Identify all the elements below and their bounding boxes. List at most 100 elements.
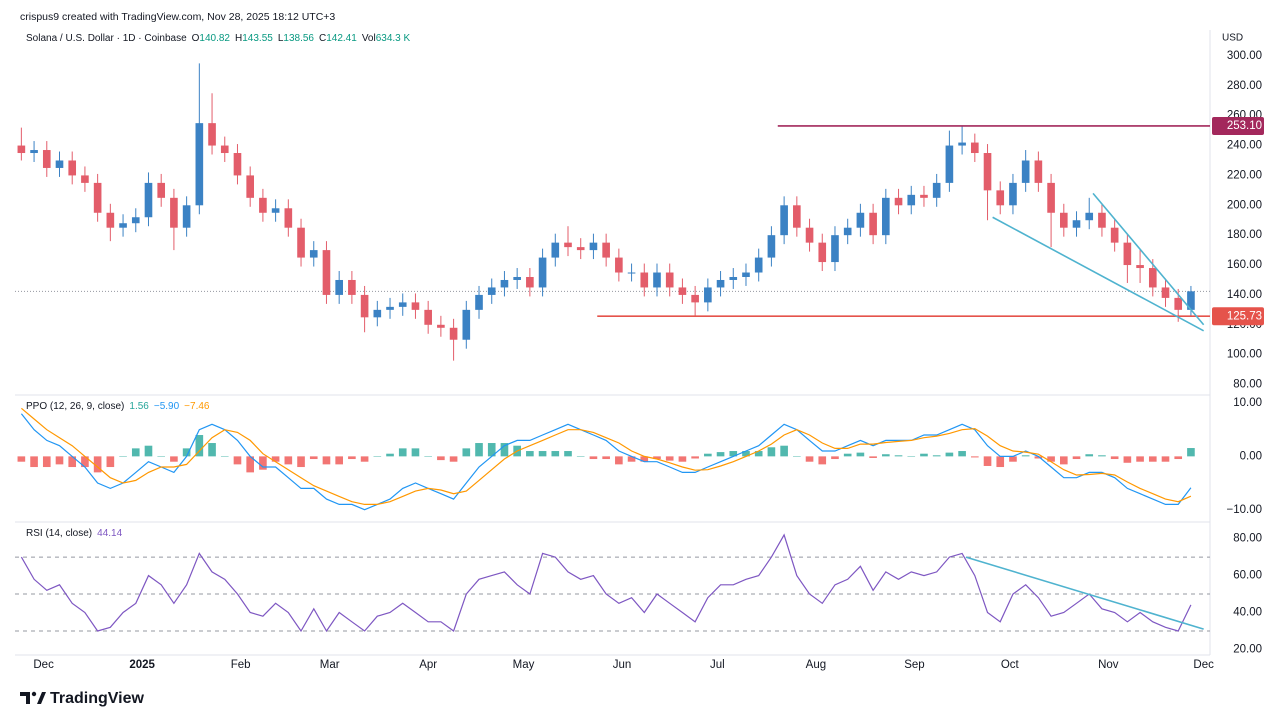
x-tick-label: Feb: [231, 659, 251, 671]
histogram-bar: [131, 448, 140, 457]
histogram-bar: [1174, 456, 1183, 460]
candle-body: [704, 287, 712, 303]
legend-value: 142.41: [326, 33, 357, 44]
y-tick-label: 240.00: [1227, 140, 1262, 152]
histogram-bar: [665, 456, 674, 461]
y-tick-label: 300.00: [1227, 50, 1262, 62]
candle-body: [335, 279, 343, 295]
y-tick-label: −10.00: [1227, 504, 1263, 516]
candle-body: [131, 217, 140, 224]
candle-body: [793, 205, 801, 228]
candle-body: [1161, 287, 1170, 298]
candle-body: [208, 123, 216, 146]
candle-body: [576, 247, 585, 251]
candle-body: [691, 294, 699, 303]
histogram-bar: [932, 455, 941, 457]
histogram-bar: [106, 456, 115, 468]
candle-body: [1148, 268, 1157, 288]
histogram-bar: [55, 456, 64, 465]
candle-body: [195, 123, 204, 206]
y-tick-label: 0.00: [1240, 450, 1262, 462]
histogram-bar: [767, 447, 776, 457]
header-text: crispus9 created with TradingView.com, N…: [20, 11, 335, 23]
histogram-bar: [220, 456, 229, 457]
y-tick-label: 280.00: [1227, 80, 1262, 92]
candle-body: [843, 227, 852, 236]
x-tick-label: May: [513, 659, 535, 671]
histogram-bar: [233, 456, 242, 465]
histogram-bar: [1161, 456, 1170, 462]
candle-body: [882, 197, 890, 236]
y-tick-label: 220.00: [1227, 169, 1262, 181]
candle-body: [856, 212, 865, 228]
candle-body: [360, 294, 369, 318]
candle-body: [170, 197, 178, 228]
candle-body: [68, 160, 77, 176]
x-tick-label: Aug: [806, 659, 826, 671]
histogram-bar: [411, 448, 420, 457]
histogram-bar: [843, 453, 852, 457]
y-tick-label: 20.00: [1233, 643, 1262, 655]
histogram-bar: [259, 456, 267, 470]
histogram-bar: [1148, 456, 1157, 462]
histogram-bar: [551, 451, 560, 457]
candle-body: [1110, 227, 1119, 243]
pane-legend: Solana / U.S. Dollar · 1D · Coinbase O140…: [26, 33, 411, 44]
histogram-bar: [386, 453, 394, 457]
candle-body: [437, 324, 445, 328]
price-level-box: [1212, 307, 1264, 326]
candle-body: [805, 227, 814, 243]
histogram-bar: [500, 443, 509, 457]
histogram-bar: [42, 456, 51, 468]
histogram-bar: [271, 456, 280, 462]
candle-body: [297, 227, 305, 258]
histogram-bar: [297, 456, 305, 468]
histogram-bar: [971, 456, 979, 458]
trendline: [965, 556, 1204, 630]
candle-body: [373, 309, 382, 318]
pane-title: RSI (14, close): [26, 528, 92, 539]
candle-body: [589, 242, 598, 251]
y-tick-label: 140.00: [1227, 289, 1262, 301]
candle-body: [487, 287, 496, 295]
histogram-bar: [780, 445, 788, 457]
histogram-bar: [1187, 448, 1195, 457]
histogram-bar: [1136, 456, 1144, 462]
x-tick-label: Dec: [1193, 659, 1214, 671]
candle-body: [348, 279, 356, 295]
x-tick-label: 2025: [129, 659, 155, 671]
indicator-line: [20, 533, 1192, 633]
price-axis-unit: USD: [1222, 33, 1243, 44]
brand-logo: TradingView: [20, 690, 145, 707]
candle-body: [945, 145, 954, 183]
histogram-bar: [856, 452, 865, 457]
histogram-bar: [564, 451, 572, 457]
candle-body: [500, 279, 509, 288]
pane-legend: PPO (12, 26, 9, close) 1.56 −5.90 −7.46: [26, 401, 210, 412]
histogram-bar: [424, 456, 432, 457]
candle-body: [983, 153, 992, 191]
candle-body: [615, 257, 623, 273]
histogram-bar: [754, 451, 763, 457]
histogram-bar: [1021, 455, 1030, 457]
candle-body: [1072, 220, 1081, 228]
candle-body: [55, 160, 64, 168]
legend-value: 1.56: [129, 401, 149, 412]
candle-body: [958, 142, 966, 146]
legend-value: −5.90: [154, 401, 180, 412]
histogram-bar: [704, 453, 712, 457]
histogram-bar: [335, 456, 343, 465]
histogram-bar: [526, 451, 534, 457]
histogram-bar: [1123, 456, 1132, 463]
pane-title: PPO (12, 26, 9, close): [26, 401, 124, 412]
pane-title: Solana / U.S. Dollar · 1D · Coinbase: [26, 33, 187, 44]
histogram-bar: [487, 443, 496, 457]
histogram-bar: [653, 456, 661, 460]
candle-body: [869, 212, 877, 236]
x-tick-label: Dec: [33, 659, 54, 671]
legend-value: −7.46: [184, 401, 210, 412]
legend-key: Vol: [362, 33, 376, 44]
histogram-bar: [81, 456, 89, 468]
candle-body: [386, 306, 394, 310]
